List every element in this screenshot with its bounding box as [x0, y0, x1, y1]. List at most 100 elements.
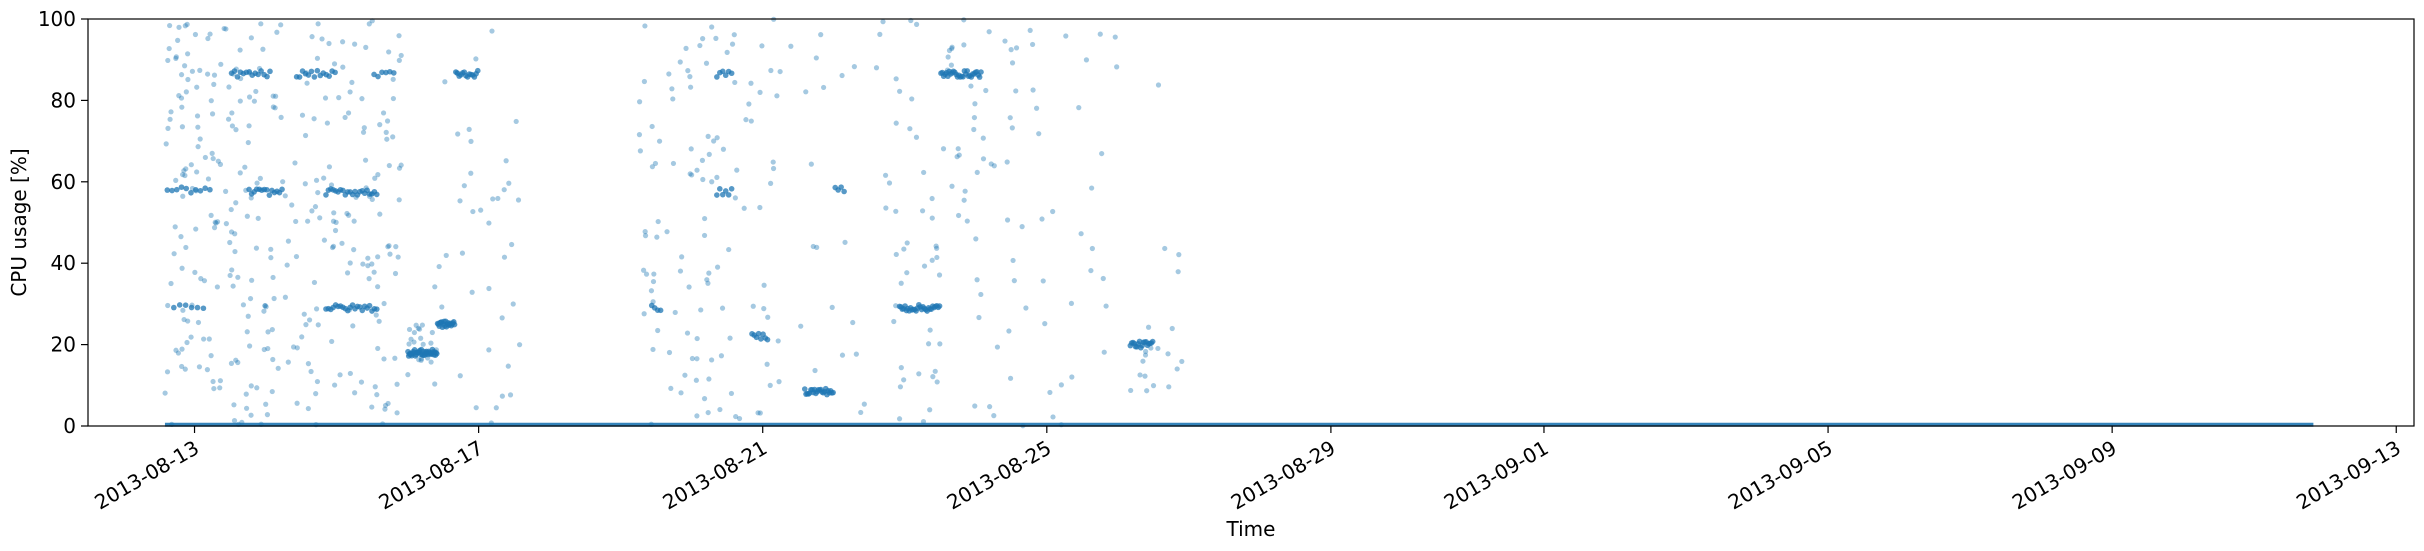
scatter-point: [227, 272, 233, 279]
scatter-point: [269, 388, 275, 395]
scatter-point: [978, 291, 984, 298]
scatter-point: [331, 61, 338, 67]
scatter-point: [315, 322, 321, 328]
scatter-point: [245, 313, 251, 319]
scatter-point: [486, 285, 492, 292]
scatter-point: [768, 67, 774, 74]
scatter-point: [470, 208, 476, 215]
scatter-point: [386, 243, 392, 249]
scatter-point: [486, 220, 492, 226]
scatter-point: [761, 306, 767, 312]
x-axis-title: Time: [1226, 517, 1276, 541]
scatter-point: [642, 229, 648, 235]
scatter-point: [501, 254, 508, 260]
scatter-point: [245, 139, 251, 146]
scatter-point: [1155, 345, 1161, 352]
scatter-point: [188, 334, 194, 340]
scatter-point: [706, 270, 712, 276]
scatter-point: [329, 338, 335, 345]
scatter-point: [686, 284, 692, 290]
scatter-point: [306, 317, 313, 323]
band-point: [231, 68, 238, 74]
scatter-point: [242, 164, 248, 170]
scatter-point: [182, 23, 188, 29]
scatter-point: [374, 392, 380, 398]
scatter-point: [839, 352, 846, 358]
band-point: [841, 188, 847, 195]
scatter-point: [372, 175, 378, 181]
scatter-point: [652, 160, 659, 167]
scatter-point: [394, 381, 400, 387]
scatter-point: [246, 94, 253, 100]
scatter-point: [180, 171, 186, 178]
scatter-point: [217, 385, 223, 391]
scatter-point: [347, 370, 353, 377]
scatter-point: [818, 32, 824, 38]
scatter-point: [901, 246, 907, 252]
scatter-point: [1004, 159, 1010, 165]
band-point: [722, 72, 729, 79]
scatter-point: [284, 262, 290, 268]
scatter-point: [168, 109, 174, 115]
scatter-point: [677, 59, 683, 65]
scatter-point: [202, 154, 208, 161]
scatter-point: [700, 176, 706, 183]
scatter-point: [231, 402, 237, 408]
scatter-point: [178, 234, 184, 240]
scatter-point: [459, 250, 466, 256]
scatter-point: [419, 322, 425, 328]
scatter-point: [375, 254, 381, 260]
scatter-point: [1097, 31, 1103, 37]
scatter-point: [713, 35, 719, 41]
scatter-point: [415, 325, 421, 331]
scatter-point: [229, 110, 235, 116]
scatter-point: [314, 378, 321, 385]
scatter-point: [702, 215, 708, 222]
scatter-point: [270, 104, 276, 110]
scatter-point: [302, 181, 308, 187]
scatter-point: [384, 136, 390, 142]
scatter-point: [439, 304, 445, 310]
scatter-point: [206, 336, 212, 342]
scatter-point: [214, 219, 221, 225]
scatter-point: [173, 54, 179, 60]
scatter-point: [821, 84, 827, 91]
scatter-point: [919, 208, 926, 214]
scatter-point: [640, 267, 647, 273]
scatter-point: [1013, 45, 1020, 51]
scatter-point: [194, 113, 201, 119]
scatter-point: [743, 117, 749, 123]
scatter-point: [173, 177, 179, 183]
scatter-point: [181, 316, 187, 323]
scatter-point: [375, 345, 381, 352]
scatter-point: [390, 134, 396, 140]
scatter-point: [1069, 374, 1075, 380]
scatter-point: [858, 409, 864, 416]
scatter-point: [172, 224, 178, 230]
scatter-point: [768, 180, 774, 186]
scatter-point: [672, 309, 678, 316]
scatter-point: [925, 341, 932, 347]
y-tick-label: 60: [51, 170, 76, 194]
scatter-point: [195, 124, 201, 130]
scatter-point: [299, 334, 305, 340]
scatter-point: [930, 374, 936, 380]
scatter-point: [271, 295, 277, 302]
scatter-point: [209, 150, 215, 156]
band-point: [182, 302, 189, 308]
y-axis: 0 20 40 60 80 100: [38, 7, 88, 438]
scatter-point: [515, 197, 522, 203]
scatter-point: [687, 171, 693, 177]
scatter-point: [473, 56, 479, 62]
scatter-point: [968, 83, 974, 89]
scatter-point: [1058, 382, 1064, 388]
band-point: [194, 304, 201, 311]
scatter-point: [432, 284, 438, 290]
scatter-point: [315, 21, 321, 27]
scatter-point: [282, 294, 288, 300]
scatter-point: [390, 95, 396, 102]
scatter-point: [694, 356, 700, 362]
scatter-point: [365, 263, 371, 269]
scatter-point: [274, 29, 280, 35]
